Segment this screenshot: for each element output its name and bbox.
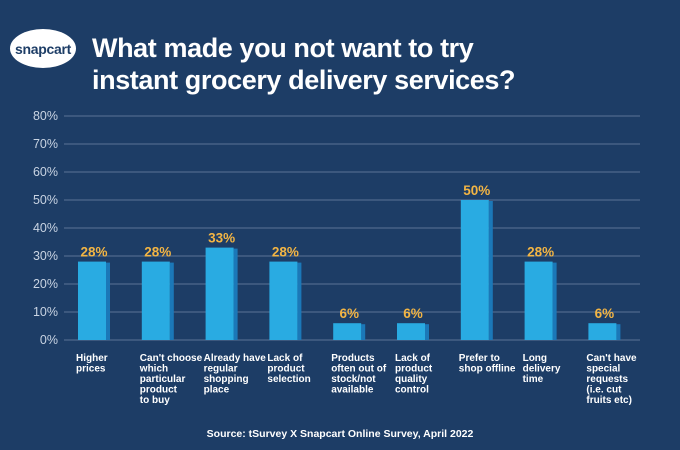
y-tick-label: 80%	[33, 109, 58, 123]
chart-title: What made you not want to try instant gr…	[92, 32, 652, 96]
x-tick-label-line: product	[140, 385, 178, 396]
y-tick-label: 70%	[33, 137, 58, 151]
bar	[460, 200, 489, 340]
bar-shadow	[106, 262, 110, 340]
bar-shadow	[233, 248, 238, 340]
logo-text: snapcart	[15, 40, 71, 57]
x-tick-label-line: control	[395, 385, 429, 396]
data-label: 28%	[144, 245, 171, 260]
y-tick-label: 60%	[33, 165, 58, 179]
source-note: Source: tSurvey X Snapcart Online Survey…	[206, 428, 474, 440]
x-tick-label-line: time	[523, 374, 544, 385]
x-tick-label-line: Already have	[204, 353, 267, 364]
x-tick-label: Long delivery time	[523, 353, 561, 385]
x-tick-label: Products often out of stock/not available	[331, 353, 387, 396]
bar	[397, 323, 425, 340]
y-tick-label: 50%	[33, 193, 58, 207]
x-tick-label-line: product	[395, 364, 433, 375]
bar	[205, 247, 234, 340]
x-tick-label-line: Lack of	[267, 353, 303, 364]
bar	[588, 323, 617, 340]
x-tick-label-line: quality	[395, 374, 428, 385]
data-label: 28%	[272, 245, 299, 260]
x-tick-label-line: regular	[204, 364, 238, 375]
y-tick-label: 40%	[33, 221, 58, 235]
x-tick-label-line: Prefer to	[459, 353, 500, 364]
snapcart-logo: snapcart	[10, 29, 76, 68]
x-tick-label-line: special	[586, 364, 620, 375]
data-label: 50%	[463, 183, 490, 198]
x-tick-label-line: available	[331, 385, 374, 396]
bar-shadow	[169, 262, 174, 340]
x-tick-label-line: delivery	[523, 364, 561, 375]
data-label: 6%	[403, 306, 423, 321]
y-tick-label: 10%	[33, 305, 58, 319]
data-label: 6%	[339, 306, 359, 321]
x-tick-label: Higher prices	[76, 353, 108, 375]
data-label: 28%	[80, 245, 107, 260]
x-tick-label: Can't choose which particular product to buy	[139, 353, 203, 406]
bar-shadow	[488, 201, 493, 340]
data-label: 6%	[595, 306, 615, 321]
x-tick-label: Prefer to shop offline	[459, 353, 516, 375]
x-tick-label: Can't have special requests (i.e. cut fruits…	[586, 353, 637, 406]
bar	[78, 261, 106, 340]
x-tick-label-line: Higher	[76, 353, 108, 364]
y-tick-label: 30%	[33, 249, 58, 263]
x-tick-label-line: which	[139, 364, 168, 375]
x-tick-label-line: product	[267, 364, 305, 375]
chart-title-line-1: What made you not want to try	[92, 33, 474, 63]
x-tick-label-line: particular	[140, 374, 186, 385]
bar	[333, 323, 362, 340]
bar	[269, 261, 298, 340]
bar-shadow	[552, 262, 557, 340]
bar-shadow	[425, 324, 429, 340]
x-tick-label: Already have regular shopping place	[204, 353, 267, 396]
x-tick-label-line: (i.e. cut	[586, 385, 622, 396]
x-tick-label-line: Long	[523, 353, 547, 364]
chart-title-line-2: instant grocery delivery services?	[92, 65, 516, 95]
data-label: 33%	[208, 231, 235, 246]
x-tick-label: Lack of product selection	[267, 353, 310, 385]
x-tick-label-line: prices	[76, 364, 106, 375]
data-label: 28%	[527, 245, 554, 260]
x-tick-label-line: Products	[331, 353, 375, 364]
x-tick-label-line: Lack of	[395, 353, 431, 364]
y-tick-label: 0%	[40, 333, 58, 347]
x-tick-label-line: to buy	[140, 395, 170, 406]
x-tick-label-line: shopping	[204, 374, 249, 385]
bar	[141, 261, 170, 340]
x-tick-label-line: often out of	[331, 364, 387, 375]
y-tick-label: 20%	[33, 277, 58, 291]
x-tick-label-line: Can't choose	[140, 353, 203, 364]
bar-shadow	[297, 262, 302, 340]
x-tick-label-line: stock/not	[331, 374, 376, 385]
x-tick-label-line: requests	[586, 374, 628, 385]
bar	[524, 261, 553, 340]
bar-shadow	[616, 324, 621, 340]
x-tick-label-line: fruits etc)	[586, 395, 632, 406]
x-tick-label-line: selection	[267, 374, 310, 385]
x-tick-label-line: place	[204, 385, 230, 396]
x-tick-label-line: shop offline	[459, 364, 516, 375]
bar-shadow	[361, 324, 366, 340]
x-tick-label-line: Can't have	[586, 353, 637, 364]
x-tick-label: Lack of product quality control	[395, 353, 433, 396]
